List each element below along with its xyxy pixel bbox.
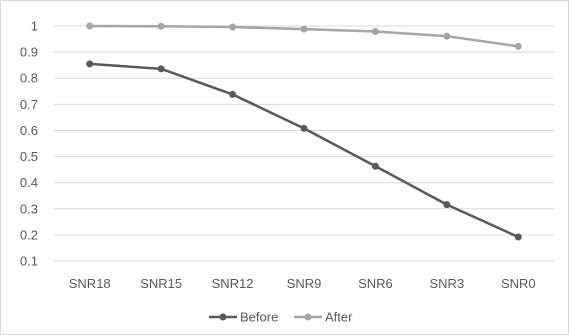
data-point [300,124,308,132]
y-tick-label: 0.1 [20,254,38,269]
y-tick-label: 0.3 [20,201,38,216]
data-point [229,23,237,31]
y-tick-label: 0.2 [20,227,38,242]
y-tick-label: 0.5 [20,149,38,164]
legend-swatch-marker [304,313,312,321]
series-before [86,60,522,241]
x-axis-tick-labels: SNR18 SNR15 SNR12 SNR9 SNR6 SNR3 SNR0 [69,276,536,291]
series-line [89,62,519,239]
series-after [86,22,522,50]
legend-label: After [325,310,353,325]
data-point [86,22,94,30]
x-tick-label: SNR15 [140,276,182,291]
y-axis-tick-labels: 0.1 0.2 0.3 0.4 0.5 0.6 0.7 0.8 0.9 1 [20,19,38,269]
legend: Before After [209,310,353,325]
y-tick-label: 0.9 [20,45,38,60]
data-point [371,27,379,35]
legend-swatch-marker [219,313,227,321]
legend-item-after: After [294,310,353,325]
y-tick-label: 0.7 [20,97,38,112]
y-tick-label: 0.8 [20,71,38,86]
data-point [157,65,165,73]
data-point [157,22,165,30]
legend-label: Before [240,310,278,325]
y-tick-label: 0.4 [20,175,38,190]
data-point [514,233,522,241]
x-tick-label: SNR9 [287,276,322,291]
x-tick-label: SNR0 [501,276,536,291]
x-tick-label: SNR12 [212,276,254,291]
gridlines [54,25,554,262]
x-tick-label: SNR6 [358,276,393,291]
x-tick-label: SNR3 [430,276,465,291]
x-tick-label: SNR18 [69,276,111,291]
data-point [300,25,308,33]
data-point [371,162,379,170]
legend-item-before: Before [209,310,278,325]
series-group [86,22,522,241]
data-point [443,201,451,209]
y-tick-label: 0.6 [20,123,38,138]
data-point [514,42,522,50]
data-point [86,60,94,68]
data-point [229,90,237,98]
y-tick-label: 1 [31,19,38,34]
data-point [443,32,451,40]
